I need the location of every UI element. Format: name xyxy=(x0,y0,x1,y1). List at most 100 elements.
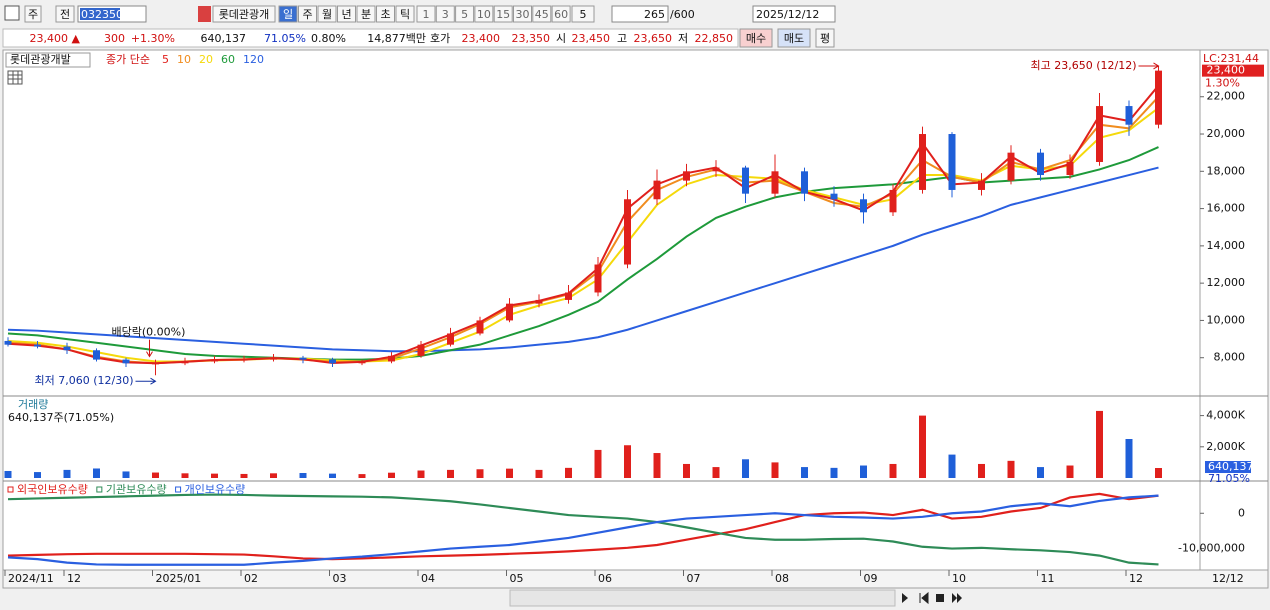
avg-button-label[interactable]: 평 xyxy=(820,32,830,45)
legend-entry: 120 xyxy=(243,53,264,66)
multiplier-select-label[interactable]: 5 xyxy=(580,8,587,21)
interval-button-label[interactable]: 년 xyxy=(341,8,351,21)
legend-prefix: 종가 단순 xyxy=(106,53,150,66)
prev-button[interactable] xyxy=(919,591,929,605)
volume-bar xyxy=(1125,439,1133,478)
volume-bar xyxy=(535,469,543,478)
x-end-label: 12/12 xyxy=(1212,572,1244,585)
max-count: /600 xyxy=(670,8,695,21)
y-tick-label: 22,000 xyxy=(1207,90,1246,103)
y-tick-label: -10,000,000 xyxy=(1178,542,1245,555)
interval-button[interactable] xyxy=(395,5,415,23)
high-annotation: 최고 23,650 (12/12) xyxy=(1030,59,1136,72)
period-type-select-label[interactable]: 주 xyxy=(28,8,38,21)
quote-field: 23,350 xyxy=(512,32,551,45)
interval-button-label[interactable]: 일 xyxy=(283,7,293,21)
minute-button[interactable] xyxy=(551,5,571,23)
avg-button[interactable] xyxy=(815,28,835,48)
minute-button-label[interactable]: 60 xyxy=(554,8,568,21)
x-tick-label: 11 xyxy=(1041,572,1055,585)
stock-code[interactable]: 032350 xyxy=(81,8,123,21)
interval-button[interactable] xyxy=(298,5,317,23)
sell-button[interactable] xyxy=(777,28,811,48)
candle-body xyxy=(358,361,366,364)
candle-body xyxy=(152,363,159,365)
volume-bar xyxy=(771,462,779,478)
stock-name-label[interactable]: 롯데관광개 xyxy=(219,8,270,21)
interval-button-label[interactable]: 틱 xyxy=(400,8,410,21)
interval-button[interactable] xyxy=(278,5,298,23)
interval-button[interactable] xyxy=(317,5,337,23)
interval-button-label[interactable]: 분 xyxy=(361,8,371,21)
period-type-select[interactable] xyxy=(24,5,42,23)
candle-body xyxy=(388,355,395,362)
minute-button-label[interactable]: 5 xyxy=(461,8,468,21)
candle-body xyxy=(919,134,926,190)
last-price-label: 23,400 xyxy=(1207,64,1246,77)
interval-button[interactable] xyxy=(376,5,395,23)
x-tick-label: 05 xyxy=(510,572,524,585)
interval-button[interactable] xyxy=(337,5,356,23)
date-input[interactable] xyxy=(752,5,836,23)
quote-bar xyxy=(2,28,739,48)
scrollbar[interactable] xyxy=(509,589,896,607)
legend-entry: 외국인보유수량 xyxy=(17,483,88,496)
menu-icon[interactable] xyxy=(4,5,20,21)
x-tick-label: 08 xyxy=(775,572,789,585)
minute-button[interactable] xyxy=(455,5,475,23)
quote-field: 23,450 xyxy=(572,32,611,45)
minute-button-label[interactable]: 10 xyxy=(477,8,491,21)
interval-button[interactable] xyxy=(356,5,376,23)
count: 265 xyxy=(644,8,665,21)
volume-bar xyxy=(594,449,602,478)
sell-button-label[interactable]: 매도 xyxy=(784,32,804,45)
low-annotation: 최저 7,060 (12/30) xyxy=(34,374,133,387)
minute-button[interactable] xyxy=(474,5,494,23)
next-button[interactable] xyxy=(952,593,962,603)
minute-button[interactable] xyxy=(416,5,436,23)
buy-button[interactable] xyxy=(739,28,773,48)
candle-body xyxy=(1155,70,1162,125)
x-tick-label: 12 xyxy=(1129,572,1143,585)
stock-name[interactable] xyxy=(212,5,276,23)
plot-area xyxy=(2,49,1201,571)
dividend-arrow xyxy=(146,339,153,358)
interval-button-label[interactable]: 월 xyxy=(322,8,332,21)
volume-bar xyxy=(211,473,218,478)
multiplier-select[interactable] xyxy=(571,5,595,23)
buy-button-label[interactable]: 매수 xyxy=(746,32,766,45)
holding-line xyxy=(7,493,1159,566)
minute-button-label[interactable]: 30 xyxy=(516,8,530,21)
compare-button[interactable] xyxy=(55,5,75,23)
compare-button-label[interactable]: 전 xyxy=(60,8,70,21)
count-input[interactable] xyxy=(611,5,669,23)
nav-buttons[interactable] xyxy=(902,591,962,605)
table-icon[interactable] xyxy=(7,70,23,85)
minute-button[interactable] xyxy=(513,5,532,23)
quote-field: 23,650 xyxy=(634,32,673,45)
play-button[interactable] xyxy=(902,593,908,603)
minute-button-label[interactable]: 45 xyxy=(535,8,549,21)
y-tick-label: 2,000K xyxy=(1206,440,1245,453)
minute-button-label[interactable]: 3 xyxy=(442,8,449,21)
x-axis-area xyxy=(2,569,1269,589)
x-tick-label: 09 xyxy=(864,572,878,585)
x-tick-label: 04 xyxy=(421,572,435,585)
quote-field: 22,850 xyxy=(695,32,734,45)
minute-button[interactable] xyxy=(435,5,455,23)
candle-body xyxy=(63,346,71,351)
stop-button[interactable] xyxy=(936,594,944,602)
minute-button-label[interactable]: 15 xyxy=(496,8,510,21)
name-badge xyxy=(198,6,211,22)
minute-button-label[interactable]: 1 xyxy=(423,8,430,21)
volume-bar xyxy=(417,470,425,478)
volume-bar xyxy=(181,473,189,478)
interval-button-label[interactable]: 초 xyxy=(380,8,390,21)
minute-button[interactable] xyxy=(532,5,552,23)
volume-bar xyxy=(712,467,720,478)
legend-entry: 20 xyxy=(199,53,213,66)
minute-button[interactable] xyxy=(493,5,513,23)
interval-button-label[interactable]: 주 xyxy=(302,8,312,21)
volume-bar xyxy=(830,467,838,478)
last-volume-label: 640,137 xyxy=(1208,460,1254,473)
